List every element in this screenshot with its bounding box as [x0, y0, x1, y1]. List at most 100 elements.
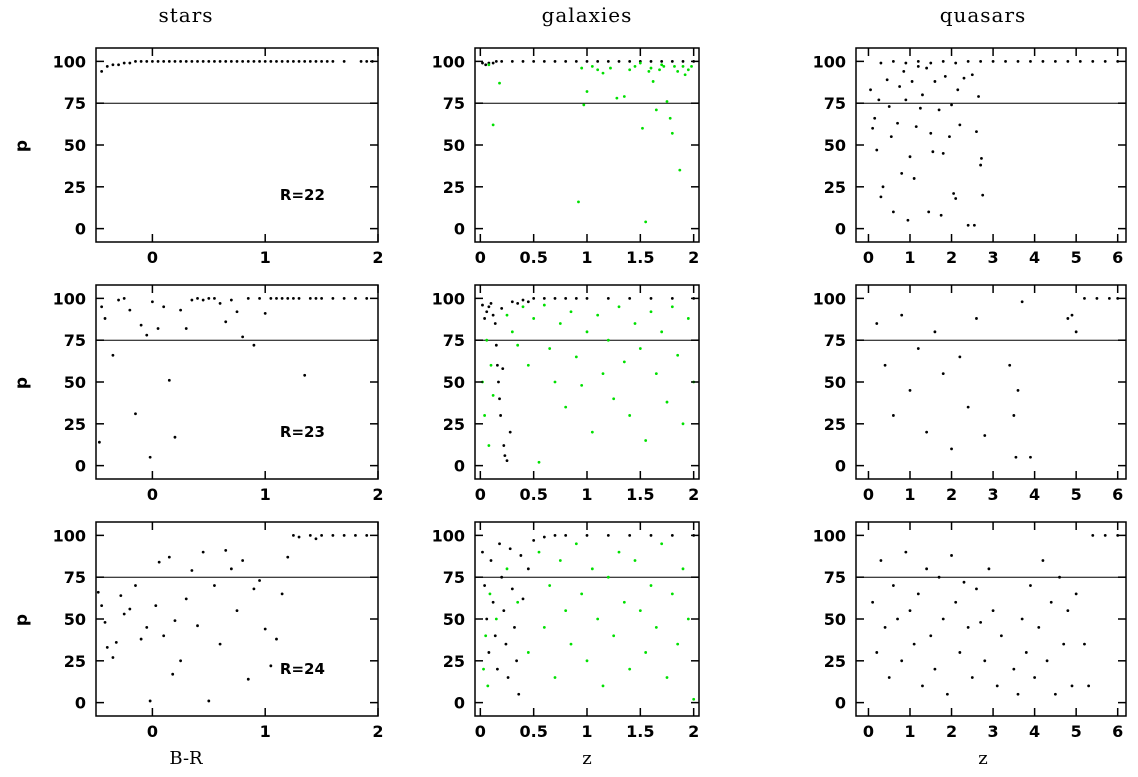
data-point-black — [516, 302, 520, 305]
data-point-black — [1008, 363, 1012, 367]
data-point-black — [869, 88, 872, 92]
data-point-black — [1024, 651, 1028, 654]
data-point-green — [510, 330, 514, 334]
data-point-black — [502, 609, 506, 613]
data-point-black — [162, 305, 166, 309]
data-point-green — [526, 651, 530, 654]
data-point-black — [521, 298, 525, 302]
data-point-green — [537, 460, 541, 464]
data-point-black — [908, 388, 912, 392]
data-point-green — [670, 131, 674, 135]
data-point-black — [979, 59, 983, 63]
y-tick-label: 25 — [824, 178, 846, 197]
y-tick-label: 75 — [824, 94, 846, 113]
y-tick-label: 100 — [432, 289, 465, 308]
plot-frame — [474, 521, 700, 717]
data-point-black — [246, 677, 250, 681]
data-point-black — [515, 659, 518, 663]
data-point-black — [280, 592, 284, 596]
plot-frame — [474, 284, 700, 480]
data-point-black — [596, 59, 600, 63]
data-point-green — [641, 126, 644, 130]
data-point-green — [673, 65, 676, 68]
data-point-green — [585, 330, 589, 334]
data-point-black — [500, 307, 504, 310]
data-point-black — [966, 625, 970, 629]
data-point-black — [943, 75, 947, 78]
data-point-green — [665, 676, 669, 679]
data-point-black — [258, 296, 261, 300]
data-point-black — [517, 692, 521, 696]
data-point-black — [105, 646, 109, 649]
data-point-black — [491, 313, 495, 317]
y-axis-label-row-2: p — [12, 377, 32, 389]
data-point-green — [516, 600, 520, 604]
y-tick-label: 100 — [53, 52, 86, 71]
x-tick-label: 1 — [260, 485, 271, 504]
data-point-black — [359, 59, 363, 63]
data-point-black — [297, 535, 301, 539]
y-tick-label: 100 — [813, 52, 846, 71]
data-point-black — [224, 320, 228, 324]
panel-quasars-row-2: 0 25 50 75 100 0 1 2 3 4 5 6 — [813, 284, 1127, 504]
data-point-black — [114, 641, 118, 644]
data-point-black — [941, 59, 945, 63]
data-point-green — [665, 100, 669, 103]
panel-galaxies-row-2: 0 25 50 75 100 0 0.5 1 1.5 2 — [432, 284, 700, 504]
data-point-green — [482, 667, 485, 671]
data-point-black — [269, 296, 273, 300]
x-tick-label: 2 — [372, 485, 383, 504]
data-point-black — [145, 59, 149, 63]
data-point-black — [162, 634, 166, 638]
data-point-black — [320, 296, 323, 300]
data-point-green — [606, 338, 610, 342]
data-point-black — [983, 434, 987, 437]
data-point-black — [510, 300, 514, 304]
y-tick-label: 100 — [53, 289, 86, 308]
data-point-green — [660, 330, 664, 334]
data-point-black — [213, 59, 216, 63]
y-tick-label: 25 — [64, 178, 86, 197]
data-point-black — [484, 63, 488, 67]
y-tick-label: 75 — [824, 331, 846, 350]
data-point-black — [151, 59, 154, 63]
y-tick-label: 100 — [432, 526, 465, 545]
data-point-green — [660, 542, 664, 546]
data-point-black — [937, 108, 941, 112]
data-point-black — [979, 620, 983, 624]
x-tick-label: 3 — [988, 248, 999, 267]
data-point-black — [246, 296, 250, 300]
data-point-green — [612, 397, 616, 401]
data-point-black — [585, 59, 589, 63]
panel-stars-row-1: 0 25 50 75 100 0 1 2 R=22 — [53, 47, 384, 267]
data-point-black — [975, 587, 978, 591]
data-point-black — [167, 59, 171, 63]
data-point-black — [190, 59, 194, 63]
panel-stars-row-3: 0 25 50 75 100 0 1 2 R=24 — [53, 521, 384, 741]
data-point-black — [494, 59, 498, 63]
data-point-black — [96, 590, 100, 594]
data-point-black — [954, 61, 958, 65]
data-point-black — [325, 59, 329, 63]
data-point-black — [1049, 600, 1053, 604]
data-point-black — [303, 59, 307, 63]
data-point-black — [207, 296, 211, 300]
data-point-black — [900, 172, 904, 175]
data-point-green — [658, 68, 661, 72]
data-point-black — [128, 61, 132, 65]
data-point-black — [139, 59, 143, 63]
y-tick-label: 25 — [443, 652, 465, 671]
data-point-black — [1045, 659, 1049, 663]
data-point-green — [526, 363, 530, 367]
x-tick-label: 5 — [1071, 722, 1082, 741]
data-point-green — [654, 625, 658, 629]
data-point-green — [638, 609, 642, 613]
x-tick-label: 3 — [988, 485, 999, 504]
data-point-black — [1066, 609, 1070, 613]
data-point-black — [173, 435, 177, 439]
data-point-black — [927, 210, 931, 214]
data-point-green — [654, 372, 658, 376]
data-point-green — [486, 684, 490, 688]
data-point-black — [103, 620, 107, 624]
data-point-green — [681, 567, 685, 571]
